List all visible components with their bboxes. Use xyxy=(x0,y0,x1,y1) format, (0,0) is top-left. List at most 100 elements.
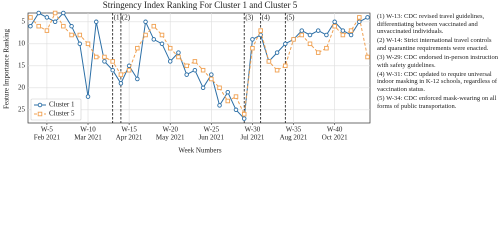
point xyxy=(365,15,370,20)
point xyxy=(233,107,239,113)
x-tick-label: W-35 xyxy=(286,126,302,134)
note: (4) W-31: CDC updated to require univers… xyxy=(377,70,498,93)
point xyxy=(348,28,354,33)
point xyxy=(77,41,83,47)
point xyxy=(192,59,198,64)
point xyxy=(250,45,255,51)
event-label: (4) xyxy=(262,14,271,22)
point xyxy=(299,28,305,33)
point xyxy=(135,45,140,51)
y-tick-label: 15 xyxy=(18,61,26,69)
point xyxy=(85,94,91,99)
point xyxy=(340,32,346,38)
point xyxy=(250,37,255,42)
point xyxy=(266,59,272,64)
point xyxy=(159,41,165,47)
point xyxy=(110,59,115,64)
point xyxy=(143,32,148,38)
point xyxy=(225,98,231,104)
point xyxy=(241,111,247,117)
point xyxy=(307,32,313,38)
point xyxy=(28,15,33,20)
point xyxy=(44,15,50,20)
point xyxy=(348,32,354,38)
x-tick-label: W-40 xyxy=(327,126,343,134)
legend-box xyxy=(30,98,82,121)
x-tick-label: W-5 xyxy=(41,126,54,134)
point xyxy=(126,67,132,73)
y-axis-label: Feature Importance Ranking xyxy=(3,28,11,109)
point xyxy=(52,10,58,16)
note: (5) W-34: CDC enforced mask-wearing on a… xyxy=(377,94,497,110)
y-tick-label: 20 xyxy=(18,83,26,91)
point xyxy=(217,103,222,108)
point xyxy=(184,72,189,77)
point xyxy=(307,41,313,47)
point xyxy=(258,28,263,33)
event-label: (3) xyxy=(245,14,254,22)
point xyxy=(102,59,107,64)
point xyxy=(225,89,231,95)
plot-area xyxy=(27,12,371,124)
legend-marker xyxy=(37,102,43,108)
x-tick-sublabel: Oct 2021 xyxy=(322,134,348,142)
point xyxy=(93,54,99,60)
note: (2) W-14: Strict international travel co… xyxy=(377,37,492,52)
x-tick-label: W-15 xyxy=(121,126,137,134)
point xyxy=(357,19,362,25)
point xyxy=(151,23,157,29)
point xyxy=(135,76,140,82)
point xyxy=(118,72,124,77)
point xyxy=(36,23,41,29)
point xyxy=(77,32,83,38)
chart-title: Stringency Index Ranking For Cluster 1 a… xyxy=(103,0,298,10)
point xyxy=(274,50,280,55)
y-tick-label: 5 xyxy=(22,17,26,25)
y-tick-label: 25 xyxy=(18,105,26,113)
point xyxy=(69,23,74,29)
point xyxy=(44,28,50,33)
x-tick-label: W-20 xyxy=(162,126,178,134)
point xyxy=(241,116,247,121)
point xyxy=(332,19,337,25)
point xyxy=(36,10,41,16)
point xyxy=(61,10,66,16)
point xyxy=(209,76,214,82)
x-tick-sublabel: Feb 2021 xyxy=(34,134,61,142)
point xyxy=(93,19,99,25)
point xyxy=(52,19,58,25)
point xyxy=(315,28,321,33)
x-tick-sublabel: May 2021 xyxy=(156,134,185,142)
point xyxy=(184,63,189,69)
chart: Stringency Index Ranking For Cluster 1 a… xyxy=(3,0,371,155)
x-tick-label: W-30 xyxy=(245,126,261,134)
legend-label: Cluster 1 xyxy=(49,101,75,109)
point xyxy=(365,54,370,60)
point xyxy=(176,50,181,55)
point xyxy=(357,15,362,20)
point xyxy=(28,23,33,29)
event-label: (2) xyxy=(122,14,131,22)
point xyxy=(291,37,296,42)
point xyxy=(274,67,280,73)
point xyxy=(110,67,115,73)
y-tick-label: 10 xyxy=(18,39,26,47)
x-tick-sublabel: Apr 2021 xyxy=(116,134,143,142)
point xyxy=(167,59,173,64)
point xyxy=(217,85,222,91)
notes: (1) W-13: CDC revised travel guidelines,… xyxy=(377,13,499,112)
point xyxy=(283,63,288,69)
point xyxy=(118,81,124,86)
point xyxy=(324,45,329,51)
point xyxy=(167,45,173,51)
point xyxy=(151,37,157,42)
x-tick-sublabel: Jun 2021 xyxy=(199,134,225,142)
event-label: (5) xyxy=(286,14,295,22)
x-tick-sublabel: Aug 2021 xyxy=(280,134,308,142)
point xyxy=(61,23,66,29)
point xyxy=(340,28,346,33)
point xyxy=(200,85,206,91)
point xyxy=(69,32,74,38)
point xyxy=(332,23,337,29)
